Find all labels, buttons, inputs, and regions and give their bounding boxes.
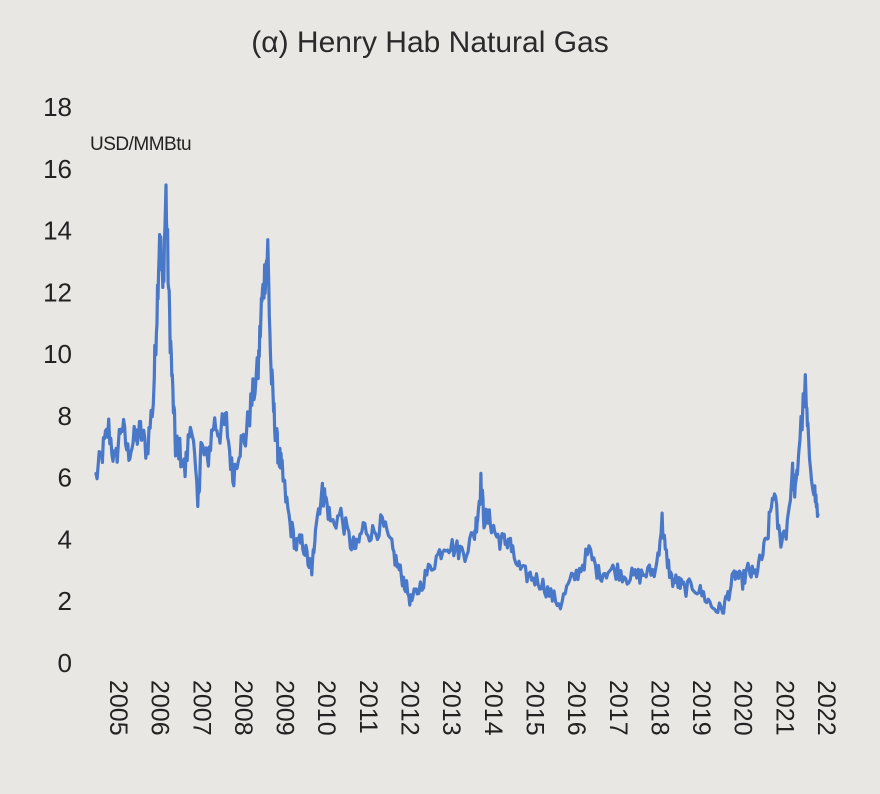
x-tick-label-2018: 2018 (645, 680, 673, 736)
x-tick-label-2013: 2013 (437, 680, 465, 736)
x-tick-label-2021: 2021 (770, 680, 798, 736)
x-tick-label-2019: 2019 (687, 680, 715, 736)
x-tick-label-2015: 2015 (520, 680, 548, 736)
chart-title: (α) Henry Hab Natural Gas (251, 26, 608, 59)
y-tick-label-8: 8 (58, 401, 72, 431)
x-tick-label-2008: 2008 (229, 680, 257, 736)
x-tick-label-2006: 2006 (146, 680, 174, 736)
x-tick-label-2016: 2016 (562, 680, 590, 736)
y-tick-label-14: 14 (43, 216, 72, 246)
y-tick-label-12: 12 (43, 277, 72, 307)
unit-label: USD/MMBtu (90, 134, 191, 155)
y-tick-label-0: 0 (58, 648, 72, 678)
y-tick-label-10: 10 (43, 339, 72, 369)
plot-area (94, 183, 820, 615)
x-tick-label-2005: 2005 (104, 680, 132, 736)
x-tick-label-2014: 2014 (479, 680, 507, 736)
x-tick-label-2010: 2010 (312, 680, 340, 736)
x-tick-label-2020: 2020 (729, 680, 757, 736)
y-tick-label-18: 18 (43, 92, 72, 122)
x-tick-label-2022: 2022 (812, 680, 840, 736)
x-tick-label-2011: 2011 (354, 680, 382, 734)
x-tick-label-2007: 2007 (187, 680, 215, 736)
y-tick-label-4: 4 (58, 524, 72, 554)
y-axis-ticks: 0 2 4 6 8 10 12 14 16 18 (43, 92, 72, 678)
x-tick-label-2017: 2017 (604, 680, 632, 736)
y-tick-label-16: 16 (43, 154, 72, 184)
y-tick-label-6: 6 (58, 463, 72, 493)
x-tick-label-2009: 2009 (271, 680, 299, 736)
x-axis-ticks: 2005 2006 2007 2008 2009 2010 2011 2012 2013 2014… (104, 680, 840, 736)
y-tick-label-2: 2 (58, 586, 72, 616)
series-line-0 (94, 183, 820, 615)
x-tick-label-2012: 2012 (396, 680, 424, 736)
